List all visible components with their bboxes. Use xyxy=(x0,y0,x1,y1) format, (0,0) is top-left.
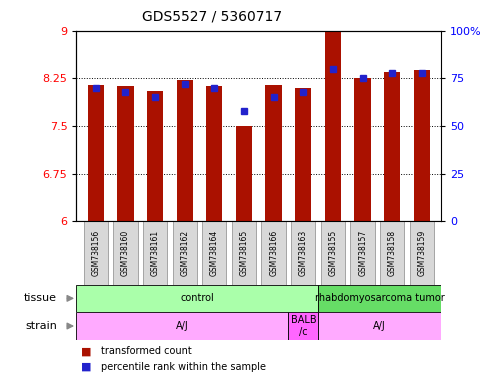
Text: GSM738163: GSM738163 xyxy=(299,230,308,276)
Bar xyxy=(117,86,134,221)
Bar xyxy=(176,80,193,221)
Text: GSM738164: GSM738164 xyxy=(210,230,219,276)
Bar xyxy=(414,70,430,221)
Bar xyxy=(295,88,312,221)
Text: A/J: A/J xyxy=(373,321,386,331)
Bar xyxy=(288,312,318,340)
Bar xyxy=(88,85,104,221)
Text: GSM738155: GSM738155 xyxy=(328,230,338,276)
Bar xyxy=(380,221,404,285)
Text: GDS5527 / 5360717: GDS5527 / 5360717 xyxy=(142,10,282,23)
Text: GSM738158: GSM738158 xyxy=(388,230,397,276)
Bar xyxy=(232,221,256,285)
Bar xyxy=(321,221,345,285)
Bar xyxy=(318,285,441,312)
Text: BALB
/c: BALB /c xyxy=(290,315,316,337)
Bar xyxy=(384,72,400,221)
Bar xyxy=(236,126,252,221)
Bar xyxy=(147,91,163,221)
Bar xyxy=(113,221,138,285)
Text: GSM738157: GSM738157 xyxy=(358,230,367,276)
Text: GSM738165: GSM738165 xyxy=(240,230,248,276)
Bar xyxy=(76,312,288,340)
Bar xyxy=(83,221,108,285)
Bar xyxy=(76,285,318,312)
Bar xyxy=(291,221,316,285)
Text: A/J: A/J xyxy=(176,321,189,331)
Bar xyxy=(410,221,434,285)
Bar xyxy=(354,78,371,221)
Text: GSM738162: GSM738162 xyxy=(180,230,189,276)
Text: GSM738159: GSM738159 xyxy=(418,230,426,276)
Bar xyxy=(202,221,226,285)
Bar xyxy=(261,221,286,285)
Text: ■: ■ xyxy=(81,362,92,372)
Text: control: control xyxy=(180,293,214,303)
Text: GSM738161: GSM738161 xyxy=(150,230,160,276)
Text: GSM738166: GSM738166 xyxy=(269,230,278,276)
Bar xyxy=(173,221,197,285)
Text: tissue: tissue xyxy=(24,293,57,303)
Text: GSM738160: GSM738160 xyxy=(121,230,130,276)
Text: ■: ■ xyxy=(81,346,92,356)
Text: transformed count: transformed count xyxy=(101,346,192,356)
Bar xyxy=(351,221,375,285)
Text: strain: strain xyxy=(25,321,57,331)
Bar xyxy=(325,31,341,221)
Bar xyxy=(266,85,282,221)
Text: percentile rank within the sample: percentile rank within the sample xyxy=(101,362,266,372)
Bar xyxy=(206,86,222,221)
Text: rhabdomyosarcoma tumor: rhabdomyosarcoma tumor xyxy=(315,293,445,303)
Bar xyxy=(318,312,441,340)
Text: GSM738156: GSM738156 xyxy=(91,230,100,276)
Bar xyxy=(143,221,167,285)
